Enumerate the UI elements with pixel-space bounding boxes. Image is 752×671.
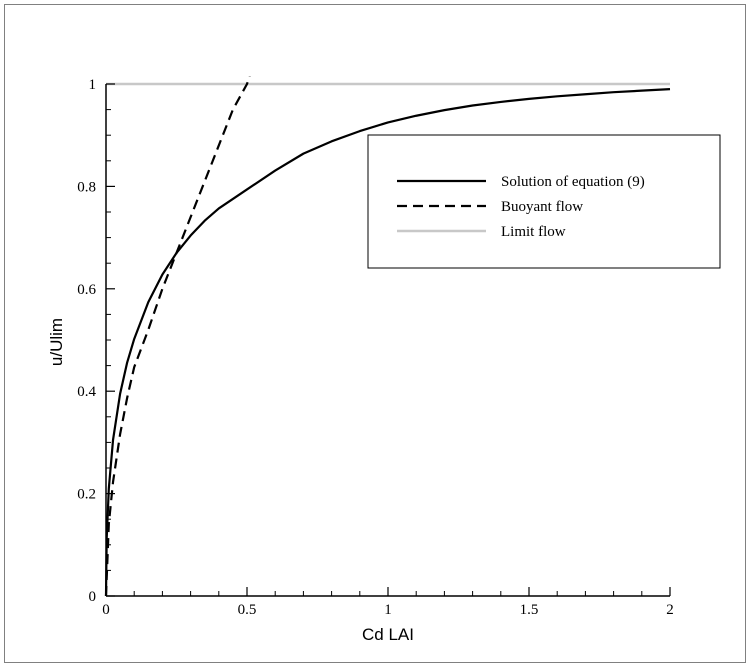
x-tick-label: 1.5 <box>520 602 539 618</box>
y-tick-label: 0.2 <box>77 487 96 503</box>
x-tick-label: 0.5 <box>238 602 257 618</box>
y-tick-label: 0.4 <box>77 384 96 400</box>
y-tick-label: 0.6 <box>77 282 96 298</box>
ticks-layer <box>105 83 671 597</box>
legend-label: Limit flow <box>501 224 566 240</box>
series-layer <box>104 75 671 597</box>
legend-label: Solution of equation (9) <box>501 174 645 190</box>
x-tick-label: 1 <box>384 602 392 618</box>
y-tick-label: 1 <box>89 77 97 93</box>
series-line-solution-of-equation-9 <box>104 88 671 597</box>
legend-label: Buoyant flow <box>501 199 583 215</box>
y-tick-label: 0.8 <box>77 179 96 195</box>
x-axis-title: Cd LAI <box>362 625 414 644</box>
y-axis-title: u/Ulim <box>47 318 66 366</box>
legend: Solution of equation (9) Buoyant flow Limi… <box>367 134 721 269</box>
chart-frame <box>4 4 746 663</box>
series-line-buoyant-flow <box>104 75 251 597</box>
legend-items: Solution of equation (9) Buoyant flow Limi… <box>397 174 645 240</box>
labels-layer: 0 0.5 1 1.5 2 0 0.2 0.4 0.6 0.8 1 <box>77 77 674 618</box>
x-tick-label: 2 <box>666 602 674 618</box>
legend-box <box>367 134 721 269</box>
y-tick-label: 0 <box>89 589 97 605</box>
x-tick-label: 0 <box>102 602 110 618</box>
